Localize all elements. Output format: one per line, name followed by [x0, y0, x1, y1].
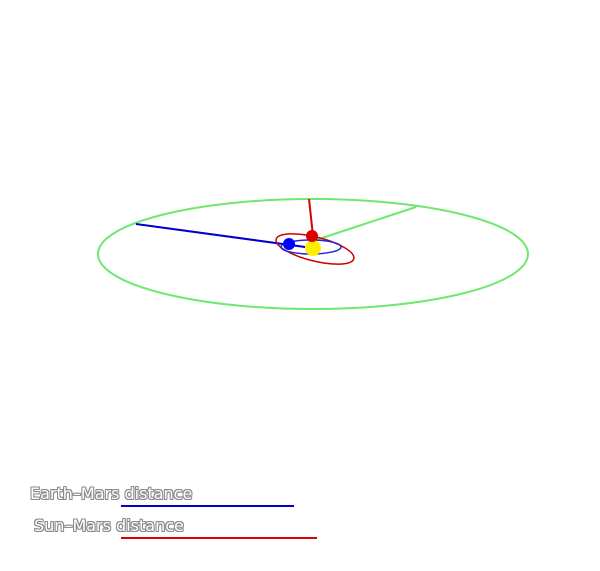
sun-mars-distance-line: [308, 198, 314, 237]
earth-body: [283, 238, 295, 250]
sun-path-ellipse: [275, 233, 355, 265]
mars-orbit-radius-line: [315, 206, 417, 241]
legend-sun-mars-line: [121, 537, 317, 539]
mars-orbit: [97, 198, 529, 310]
legend-earth-mars-line: [121, 505, 294, 507]
legend-sun-mars-label: Sun–Mars distance: [34, 516, 184, 535]
legend-earth-mars-label: Earth–Mars distance: [30, 484, 193, 503]
mars-body: [306, 230, 318, 242]
sun-body: [305, 240, 321, 256]
